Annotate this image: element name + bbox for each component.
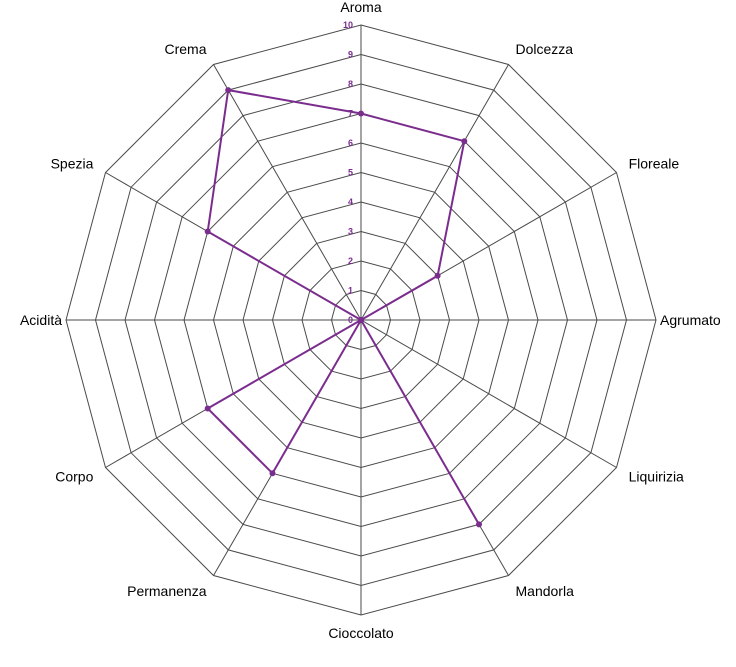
tick-label-0: 0 bbox=[348, 315, 353, 325]
spoke-11 bbox=[213, 64, 362, 321]
axis-label-liquirizia: Liquirizia bbox=[629, 469, 684, 485]
spoke-4 bbox=[360, 319, 617, 468]
tick-label-5: 5 bbox=[348, 168, 353, 178]
radar-series bbox=[204, 87, 482, 528]
axis-label-spezia: Spezia bbox=[51, 156, 94, 172]
data-point-dolcezza bbox=[461, 138, 468, 145]
axis-label-acidit: Acidità bbox=[20, 312, 62, 328]
data-point-mandorla bbox=[476, 521, 482, 528]
tick-label-4: 4 bbox=[348, 197, 353, 207]
data-point-floreale bbox=[434, 272, 441, 279]
spoke-1 bbox=[360, 64, 509, 321]
axis-label-dolcezza: Dolcezza bbox=[516, 41, 574, 57]
data-point-corpo bbox=[204, 405, 211, 412]
axis-labels: Aroma Dolcezza Floreale Agrumato Liquirizia M… bbox=[20, 0, 721, 641]
tick-label-9: 9 bbox=[348, 50, 353, 60]
axis-label-floreale: Floreale bbox=[629, 156, 680, 172]
tick-label-10: 10 bbox=[343, 20, 353, 30]
data-point-acidità bbox=[358, 317, 364, 323]
axis-label-permanenza: Permanenza bbox=[127, 583, 207, 599]
axis-label-corpo: Corpo bbox=[55, 469, 93, 485]
data-point-permanenza bbox=[269, 470, 276, 477]
tick-label-7: 7 bbox=[348, 109, 353, 119]
tick-label-6: 6 bbox=[348, 138, 353, 148]
data-point-crema bbox=[225, 87, 232, 94]
data-point-aroma bbox=[358, 110, 364, 117]
axis-label-crema: Crema bbox=[164, 41, 206, 57]
tick-label-8: 8 bbox=[348, 79, 353, 89]
data-point-spezia bbox=[204, 228, 211, 235]
axis-label-agrumato: Agrumato bbox=[660, 312, 721, 328]
radial-tick-labels: 0 1 2 3 4 5 6 7 8 9 10 bbox=[343, 20, 353, 325]
tick-label-3: 3 bbox=[348, 227, 353, 237]
axis-label-aroma: Aroma bbox=[340, 0, 381, 15]
series-line bbox=[206, 88, 480, 525]
tick-label-2: 2 bbox=[348, 256, 353, 266]
axis-label-mandorla: Mandorla bbox=[516, 583, 575, 599]
axis-label-cioccolato: Cioccolato bbox=[328, 625, 394, 641]
tick-label-1: 1 bbox=[348, 286, 353, 296]
